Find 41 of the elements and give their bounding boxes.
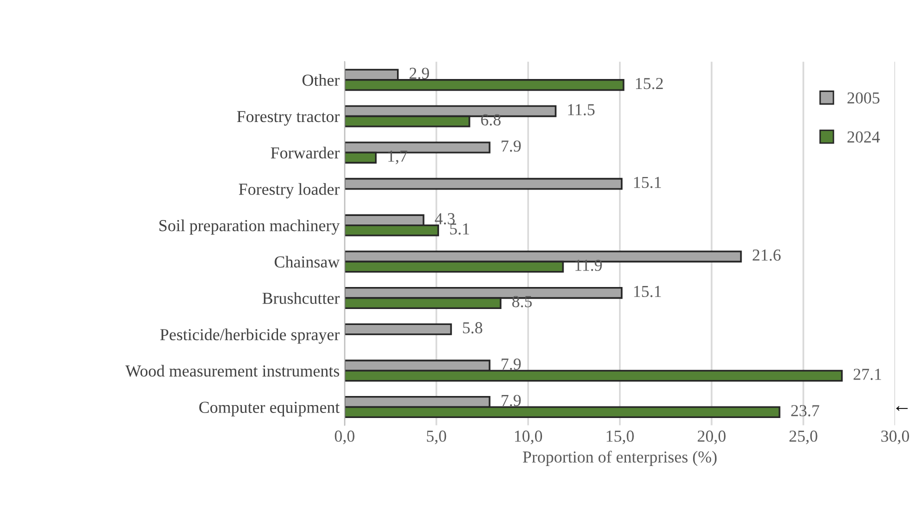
data-label: 15.2 — [636, 78, 663, 90]
x-axis-title: Proportion of enterprises (%) — [522, 450, 717, 466]
data-label: 5.1 — [450, 223, 470, 235]
legend-label: 2005 — [848, 92, 880, 104]
y-tick-label: Forwarder — [270, 146, 340, 159]
x-tick-label: 5,0 — [426, 430, 446, 444]
y-tick-label: Forestry tractor — [237, 111, 340, 126]
x-tick-label: 0,0 — [334, 430, 354, 444]
data-label: 7.9 — [502, 140, 521, 152]
data-label: 4.3 — [434, 213, 455, 224]
data-label: 7.9 — [502, 394, 521, 406]
bar — [344, 323, 452, 336]
data-label: 8.5 — [512, 296, 532, 308]
data-label: 6.8 — [481, 114, 501, 126]
y-tick-label: Forestry loader — [238, 183, 340, 198]
x-tick-label: 25,0 — [790, 430, 818, 444]
y-tick-label: Chainsaw — [274, 256, 340, 268]
y-tick-label: Other — [302, 74, 340, 86]
data-label: 2.9 — [410, 68, 429, 80]
data-label: 1,7 — [388, 150, 408, 164]
x-tick-label: 10,0 — [515, 430, 542, 444]
text: ← — [896, 406, 908, 411]
data-label: 7.9 — [502, 358, 521, 370]
data-label: 15.1 — [634, 176, 661, 188]
x-tick-label: 15,0 — [606, 430, 634, 444]
data-label: 15.1 — [634, 286, 661, 298]
data-label: 11.9 — [575, 260, 602, 271]
data-label: 11.5 — [568, 104, 595, 116]
y-tick-label: Soil preparation machinery — [159, 220, 340, 235]
data-label: 23.7 — [791, 405, 820, 416]
x-tick-label: 30,0 — [881, 430, 910, 444]
x-tick-label: 20,0 — [698, 430, 726, 444]
y-tick-label: Computer equipment — [199, 402, 340, 416]
data-label: 21.6 — [752, 250, 781, 261]
y-tick-label: Wood measurement instruments — [125, 364, 340, 377]
legend-label: 2024 — [848, 131, 880, 143]
data-label: 27.1 — [854, 368, 882, 380]
y-tick-label: Brushcutter — [262, 292, 340, 304]
y-tick-label: Pesticide/herbicide sprayer — [160, 328, 340, 344]
bar — [344, 178, 623, 190]
data-label: 5.8 — [463, 322, 482, 334]
